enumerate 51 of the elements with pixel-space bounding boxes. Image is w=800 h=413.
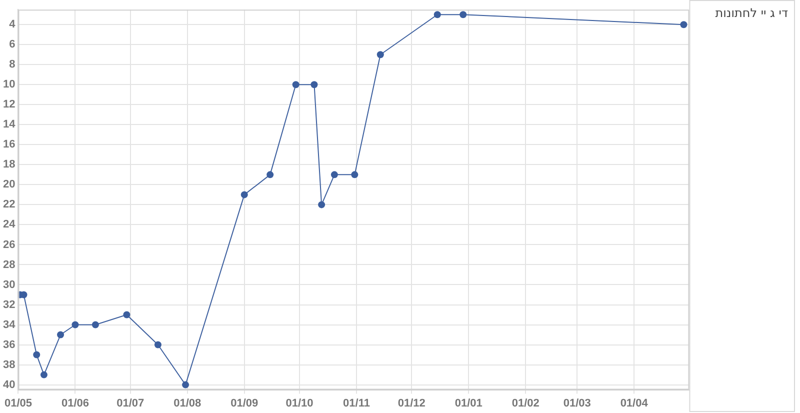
x-tick-label: 01/12: [398, 397, 426, 410]
y-tick-label: 34: [2, 318, 16, 331]
y-tick-label: 30: [2, 278, 16, 291]
x-tick-label: 01/02: [512, 397, 540, 410]
x-tick-label: 01/11: [343, 397, 370, 410]
y-tick-label: 22: [2, 198, 16, 211]
x-tick-label: 01/08: [174, 397, 202, 410]
y-tick-label: 14: [2, 118, 16, 131]
x-tick-label: 01/07: [116, 397, 144, 410]
y-tick-label: 6: [9, 38, 16, 51]
point: [92, 321, 99, 328]
point: [72, 321, 79, 328]
point: [434, 11, 441, 18]
point: [318, 201, 326, 208]
point: [266, 171, 274, 178]
x-tick-label: 01/05: [4, 397, 32, 410]
y-tick-label: 4: [9, 18, 16, 31]
y-tick-label: 40: [2, 378, 16, 391]
y-tick-label: 24: [2, 218, 16, 231]
point: [57, 331, 64, 338]
y-tick-label: 8: [9, 58, 16, 71]
y-tick-label: 28: [2, 258, 16, 271]
y-tick-label: 26: [2, 238, 16, 251]
text: די ג יי לחתונות: [715, 6, 788, 20]
x-tick-label: 01/09: [230, 397, 258, 410]
point: [40, 371, 48, 378]
y-tick-label: 16: [2, 138, 16, 151]
x-tick-label: 01/01: [454, 397, 482, 410]
point: [680, 21, 688, 28]
point: [460, 11, 467, 18]
point: [33, 351, 40, 358]
x-tick-label: 01/10: [286, 397, 314, 410]
point: [182, 381, 190, 388]
y-tick-label: 38: [2, 358, 16, 371]
x-tick-label: 01/04: [620, 397, 649, 410]
point: [154, 341, 162, 348]
point: [240, 191, 248, 198]
point: [292, 81, 300, 88]
y-tick-label: 32: [2, 298, 16, 311]
point: [376, 51, 384, 58]
point: [310, 81, 318, 88]
y-tick-label: 12: [2, 98, 16, 111]
x-tick-label: 01/06: [61, 397, 89, 410]
point: [330, 171, 338, 178]
y-tick-label: 20: [2, 178, 16, 191]
x-tick-label: 01/03: [563, 397, 591, 410]
y-tick-label: 18: [2, 158, 16, 171]
y-tick-label: 10: [2, 78, 16, 91]
point: [351, 171, 358, 178]
point: [123, 311, 130, 318]
y-tick-label: 36: [2, 338, 16, 351]
